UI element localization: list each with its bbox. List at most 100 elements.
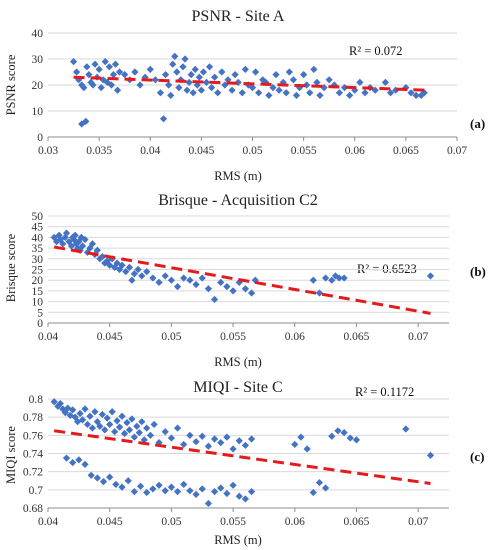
- chart-b-point: [210, 295, 219, 304]
- chart-a-point: [248, 84, 257, 92]
- chart-c-ytick-label: 0.76: [23, 430, 43, 442]
- chart-a-point: [97, 84, 105, 92]
- chart-b-xtick-label: 0.06: [285, 331, 305, 343]
- chart-c-point: [322, 484, 330, 492]
- chart-c-ylabel: MIQI score: [4, 426, 18, 484]
- chart-b-point: [309, 276, 317, 284]
- chart-a-trendline: [73, 75, 427, 92]
- chart-c-point: [130, 433, 138, 441]
- chart-a-point: [82, 117, 90, 125]
- chart-b-xtick-label: 0.07: [408, 331, 428, 343]
- chart-a-point: [392, 86, 400, 94]
- chart-b-point: [192, 280, 200, 289]
- chart-c-point: [426, 451, 435, 459]
- chart-b-point: [426, 272, 435, 280]
- chart-a-point: [165, 81, 173, 89]
- chart-a-point: [156, 89, 165, 97]
- chart-c-point: [223, 489, 231, 498]
- chart-c-point: [123, 419, 131, 427]
- chart-c-point: [81, 460, 89, 468]
- chart-c-point: [103, 414, 111, 422]
- chart-a-point: [187, 71, 195, 79]
- chart-a-ytick-label: 10: [32, 106, 44, 118]
- chart-b-point: [322, 274, 330, 282]
- chart-a-point: [89, 81, 97, 89]
- chart-c-point: [155, 439, 163, 447]
- chart-c-point: [115, 423, 124, 431]
- chart-c-point: [62, 454, 71, 462]
- chart-b-ytick-label: 50: [32, 211, 44, 223]
- chart-a-point: [335, 89, 344, 97]
- chart-c-point: [229, 445, 237, 453]
- chart-a-point: [320, 84, 328, 92]
- chart-c-point: [204, 499, 212, 508]
- chart-c-xtick-label: 0.07: [408, 516, 428, 528]
- chart-a-point: [107, 81, 115, 89]
- chart-b-point: [235, 278, 243, 286]
- chart-a-point: [214, 89, 222, 97]
- chart-a-xtick-label: 0.05: [242, 145, 262, 157]
- chart-a-ytick-label: 40: [32, 28, 44, 40]
- chart-a-point: [255, 89, 263, 97]
- chart-c-point: [229, 481, 237, 489]
- chart-c-point: [180, 480, 188, 488]
- chart-c-ytick-label: 0.68: [23, 503, 43, 515]
- chart-c-point: [50, 398, 58, 406]
- chart-a-point: [80, 84, 88, 92]
- chart-a-ytick-label: 0: [37, 132, 43, 144]
- chart-a-point: [306, 89, 314, 97]
- chart-c-point: [143, 424, 151, 432]
- chart-c-point: [328, 432, 336, 440]
- chart-b-point: [241, 285, 250, 293]
- panel-a: PSNR - Site A PSNR score RMS (m) R² = 0.…: [4, 8, 485, 183]
- chart-c-point: [120, 429, 129, 438]
- chart-b-point: [204, 285, 212, 293]
- chart-b-point: [81, 235, 89, 244]
- chart-c-point: [59, 405, 67, 413]
- chart-b-point: [328, 276, 336, 284]
- chart-a-point: [211, 73, 219, 81]
- chart-b-point: [335, 274, 343, 282]
- chart-b-point: [93, 246, 101, 254]
- chart-c-point: [118, 412, 126, 420]
- chart-a-point: [346, 91, 354, 99]
- chart-c-point: [87, 471, 95, 479]
- chart-b-xtick-label: 0.045: [97, 331, 123, 343]
- chart-a-point: [300, 71, 308, 79]
- chart-c-point: [93, 474, 101, 482]
- chart-a-point: [282, 89, 290, 97]
- chart-c-xtick-label: 0.055: [220, 516, 246, 528]
- chart-a-point: [173, 68, 181, 76]
- chart-c-point: [210, 435, 219, 443]
- chart-a-ylabel: PSNR score: [4, 54, 18, 115]
- chart-c-point: [180, 440, 188, 449]
- chart-c-xtick-label: 0.05: [161, 516, 181, 528]
- chart-a-xlabel: RMS (m): [214, 169, 262, 183]
- chart-b-point: [143, 268, 151, 276]
- chart-b-point: [78, 242, 87, 250]
- chart-c-point: [113, 417, 121, 425]
- chart-a-point: [228, 86, 236, 94]
- chart-a-point: [205, 63, 214, 71]
- chart-c-point: [161, 487, 169, 495]
- chart-c-point: [297, 433, 305, 441]
- chart-a-point: [197, 86, 205, 94]
- chart-a-point: [231, 71, 239, 79]
- chart-a-point: [191, 65, 199, 73]
- chart-a-point: [381, 78, 390, 86]
- chart-b-point: [71, 231, 79, 239]
- chart-a-point: [189, 89, 197, 97]
- chart-c-point: [128, 415, 136, 423]
- chart-a-point: [183, 86, 191, 94]
- chart-c-point: [346, 434, 354, 442]
- chart-c-point: [98, 410, 106, 419]
- chart-b-point: [62, 229, 71, 237]
- chart-b-xtick-label: 0.04: [38, 331, 58, 343]
- chart-b-point: [138, 272, 146, 280]
- chart-b-point: [180, 274, 188, 282]
- chart-a-xtick-label: 0.04: [140, 145, 160, 157]
- chart-a-point: [272, 71, 280, 79]
- chart-c-point: [241, 441, 250, 449]
- chart-a-point: [420, 89, 428, 97]
